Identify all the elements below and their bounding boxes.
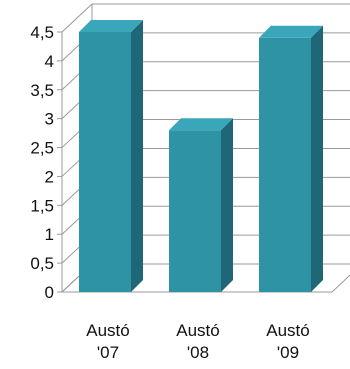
bar-top: [79, 20, 143, 32]
bar: [169, 130, 221, 292]
y-tick-label: 2,5: [30, 139, 54, 158]
x-category-label: Austó '07: [86, 321, 129, 362]
y-tick-label: 0: [45, 283, 54, 302]
y-tick-label: 2: [45, 167, 54, 186]
x-category-label: Austó '08: [176, 321, 219, 362]
y-tick-label: 4: [45, 52, 54, 71]
x-category-label-line: Austó: [176, 321, 219, 340]
bar: [79, 32, 131, 292]
bar-side: [221, 118, 233, 292]
y-tick-label: 3,5: [30, 81, 54, 100]
y-tick-label: 3: [45, 110, 54, 129]
x-category-label-line: Austó: [266, 321, 309, 340]
y-tick-label: 0,5: [30, 254, 54, 273]
gridline-side: [61, 3, 93, 33]
y-tick-label: 1,5: [30, 196, 54, 215]
x-category-label-line: '08: [187, 343, 209, 362]
x-category-label: Austó '09: [266, 321, 309, 362]
y-tick-label: 1: [45, 225, 54, 244]
x-category-label-line: Austó: [86, 321, 129, 340]
bar-top: [259, 25, 323, 38]
x-category-label-line: '09: [277, 343, 299, 362]
bar-side: [131, 20, 143, 292]
bar-side: [311, 25, 323, 293]
y-tick-label: 4,5: [30, 23, 54, 42]
bar: [259, 37, 311, 293]
bar-top: [169, 118, 233, 131]
x-category-label-line: '07: [97, 343, 119, 362]
